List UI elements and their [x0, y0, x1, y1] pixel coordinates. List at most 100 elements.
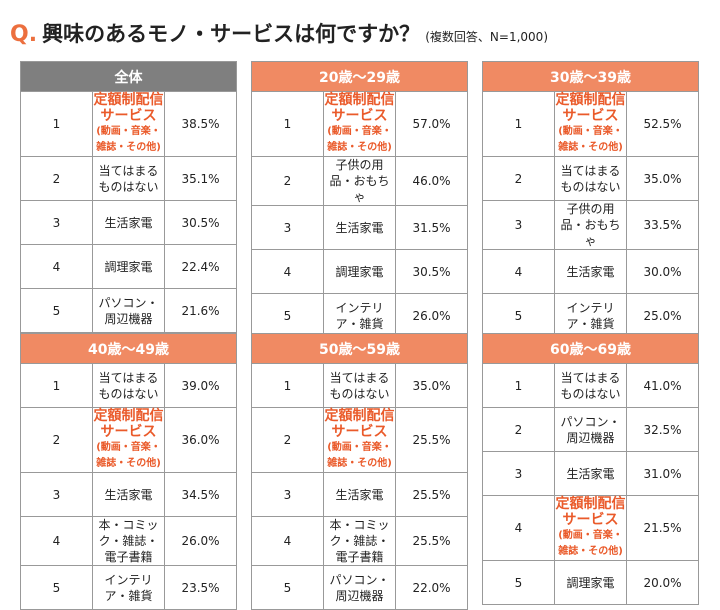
percent-cell: 35.0% [626, 156, 699, 201]
item-cell: 当てはまるものはない [554, 156, 627, 201]
item-label: パソコン・周辺機器 [329, 572, 390, 603]
percent-cell: 36.0% [164, 407, 237, 473]
item-cell: 定額制配信サービス (動画・音楽・雑誌・その他) [323, 407, 396, 473]
rank-cell: 5 [20, 565, 93, 610]
item-label: 当てはまるものはない [560, 163, 621, 194]
ranking-table: 40歳〜49歳 1 当てはまるものはない 39.0% 2 定額制配信サービス (動画・音楽・… [20, 333, 237, 610]
item-cell: 定額制配信サービス (動画・音楽・雑誌・その他) [323, 91, 396, 157]
rank-cell: 3 [20, 200, 93, 245]
item-label: インテリア・雑貨 [566, 300, 615, 331]
item-label: 定額制配信サービス [555, 496, 626, 528]
table-row: 2 パソコン・周辺機器 32.5% [482, 407, 699, 452]
item-cell: 本・コミック・雑誌・ 電子書籍 [323, 516, 396, 566]
item-label: 定額制配信サービス [93, 92, 164, 124]
table-row: 5 パソコン・周辺機器 22.0% [251, 565, 468, 610]
table-row: 5 パソコン・周辺機器 21.6% [20, 288, 237, 333]
table-row: 1 定額制配信サービス (動画・音楽・雑誌・その他) 57.0% [251, 91, 468, 157]
table-row: 4 生活家電 30.0% [482, 249, 699, 294]
percent-cell: 25.5% [395, 407, 468, 473]
table-row: 1 定額制配信サービス (動画・音楽・雑誌・その他) 52.5% [482, 91, 699, 157]
rank-cell: 4 [20, 244, 93, 289]
percent-cell: 25.0% [626, 293, 699, 338]
table-row: 2 定額制配信サービス (動画・音楽・雑誌・その他) 36.0% [20, 407, 237, 473]
item-cell: パソコン・周辺機器 [92, 288, 165, 333]
item-cell: 当てはまるものはない [554, 363, 627, 408]
item-sublabel: (動画・音楽・雑誌・その他) [558, 126, 623, 153]
table-row: 1 当てはまるものはない 35.0% [251, 363, 468, 408]
item-label: 当てはまるものはない [560, 370, 621, 401]
table-row: 4 定額制配信サービス (動画・音楽・雑誌・その他) 21.5% [482, 495, 699, 561]
item-cell: 定額制配信サービス (動画・音楽・雑誌・その他) [92, 91, 165, 157]
item-label: 生活家電 [104, 487, 153, 502]
item-label: インテリア・雑貨 [335, 300, 384, 331]
item-label: 定額制配信サービス [93, 408, 164, 440]
item-label: 生活家電 [335, 220, 384, 235]
item-label: 本・コミック・雑誌・ [98, 518, 159, 548]
item-label: 子供の用品・おもちゃ [560, 202, 621, 248]
rank-cell: 4 [482, 249, 555, 294]
table-header: 50歳〜59歳 [251, 333, 468, 364]
rank-cell: 3 [251, 205, 324, 250]
item-cell: 生活家電 [554, 249, 627, 294]
item-label: 生活家電 [566, 264, 615, 279]
table-header: 40歳〜49歳 [20, 333, 237, 364]
percent-cell: 26.0% [395, 293, 468, 338]
item-label: 調理家電 [104, 259, 153, 274]
item-sublabel: (動画・音楽・雑誌・その他) [96, 126, 161, 153]
item-label: 当てはまるものはない [329, 370, 390, 401]
item-cell: 生活家電 [323, 472, 396, 517]
percent-cell: 34.5% [164, 472, 237, 517]
percent-cell: 31.0% [626, 451, 699, 496]
ranking-table: 全体 1 定額制配信サービス (動画・音楽・雑誌・その他) 38.5% 2 当てはまるものは… [20, 61, 237, 333]
table-row: 2 定額制配信サービス (動画・音楽・雑誌・その他) 25.5% [251, 407, 468, 473]
table-header: 60歳〜69歳 [482, 333, 699, 364]
percent-cell: 21.5% [626, 495, 699, 561]
percent-cell: 41.0% [626, 363, 699, 408]
rank-cell: 2 [20, 407, 93, 473]
item-cell: 生活家電 [92, 200, 165, 245]
percent-cell: 30.5% [395, 249, 468, 294]
item-label: 定額制配信サービス [324, 92, 395, 124]
rank-cell: 3 [251, 472, 324, 517]
item-cell: 当てはまるものはない [92, 363, 165, 408]
rank-cell: 4 [251, 249, 324, 294]
table-row: 5 インテリア・雑貨 23.5% [20, 565, 237, 610]
item-cell: 子供の用品・おもちゃ [323, 156, 396, 206]
table-row: 2 当てはまるものはない 35.0% [482, 156, 699, 201]
item-label: 子供の用品・おもちゃ [329, 158, 390, 204]
item-cell: 定額制配信サービス (動画・音楽・雑誌・その他) [554, 91, 627, 157]
question-marker: Q. [10, 22, 38, 47]
item-label: 当てはまるものはない [98, 370, 159, 401]
ranking-table: 20歳〜29歳 1 定額制配信サービス (動画・音楽・雑誌・その他) 57.0% 2 子供の… [251, 61, 468, 338]
rank-cell: 1 [482, 363, 555, 408]
percent-cell: 22.0% [395, 565, 468, 610]
percent-cell: 35.0% [395, 363, 468, 408]
item-cell: パソコン・周辺機器 [323, 565, 396, 610]
rank-cell: 1 [482, 91, 555, 157]
table-header: 30歳〜39歳 [482, 61, 699, 92]
percent-cell: 30.5% [164, 200, 237, 245]
table-row: 2 当てはまるものはない 35.1% [20, 156, 237, 201]
item-label: 生活家電 [335, 487, 384, 502]
item-label: 定額制配信サービス [324, 408, 395, 440]
rank-cell: 5 [482, 293, 555, 338]
question-text: 興味のあるモノ・サービスは何ですか？ [42, 22, 421, 46]
item-sublabel: (動画・音楽・雑誌・その他) [327, 126, 392, 153]
percent-cell: 46.0% [395, 156, 468, 206]
table-row: 5 調理家電 20.0% [482, 560, 699, 605]
percent-cell: 33.5% [626, 200, 699, 250]
item-cell: インテリア・雑貨 [554, 293, 627, 338]
percent-cell: 38.5% [164, 91, 237, 157]
rank-cell: 5 [251, 293, 324, 338]
percent-cell: 26.0% [164, 516, 237, 566]
table-header: 全体 [20, 61, 237, 92]
percent-cell: 31.5% [395, 205, 468, 250]
item-label: 調理家電 [335, 264, 384, 279]
item-cell: 調理家電 [92, 244, 165, 289]
item-cell: 当てはまるものはない [92, 156, 165, 201]
item-label: インテリア・雑貨 [104, 572, 153, 603]
item-cell: 生活家電 [554, 451, 627, 496]
percent-cell: 30.0% [626, 249, 699, 294]
item-cell: インテリア・雑貨 [323, 293, 396, 338]
page-title: Q. 興味のあるモノ・サービスは何ですか？ (複数回答、N=1,000) [10, 18, 548, 48]
